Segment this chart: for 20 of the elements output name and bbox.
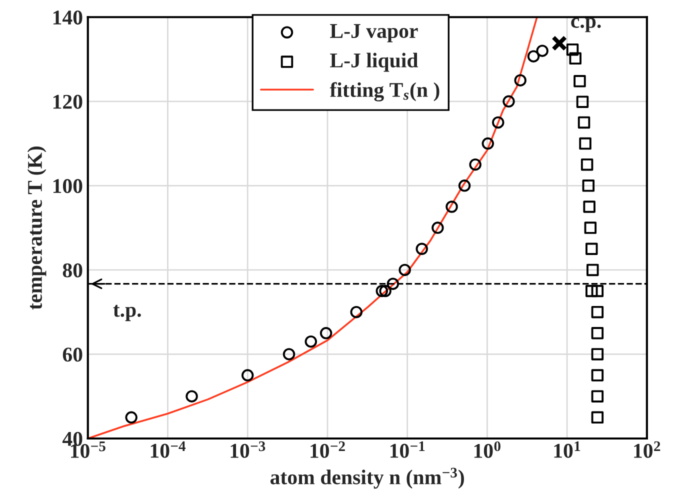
x-tick-label: 10$^{2}$ <box>634 441 660 458</box>
x-axis-title: atom density n (nm$^{−3}$) <box>270 468 464 489</box>
legend-label: fitting T$_{s}$(n ) <box>330 82 440 102</box>
x-tick-label: 10$^{1}$ <box>554 441 580 458</box>
y-tick-label: 140 <box>53 10 82 25</box>
x-tick-label: 10$^{0}$ <box>474 441 500 458</box>
ref-line-label: t.p. <box>113 304 141 322</box>
y-tick-label: 120 <box>53 94 82 109</box>
x-tick-label: 10$^{−2}$ <box>310 441 345 458</box>
annotation: c.p. <box>571 18 601 32</box>
y-axis-title: temperature T (K) <box>27 146 46 310</box>
y-tick-label: 80 <box>62 263 82 278</box>
y-tick-label: 60 <box>62 348 82 362</box>
legend-label: L-J vapor <box>330 24 418 42</box>
x-tick-label: 10$^{−4}$ <box>150 441 186 458</box>
legend-label: L-J liquid <box>330 52 418 72</box>
y-tick-label: 40 <box>62 432 82 446</box>
y-tick-label: 100 <box>53 179 82 194</box>
x-tick-label: 10$^{−1}$ <box>390 441 425 458</box>
x-tick-label: 10$^{−3}$ <box>230 441 266 458</box>
